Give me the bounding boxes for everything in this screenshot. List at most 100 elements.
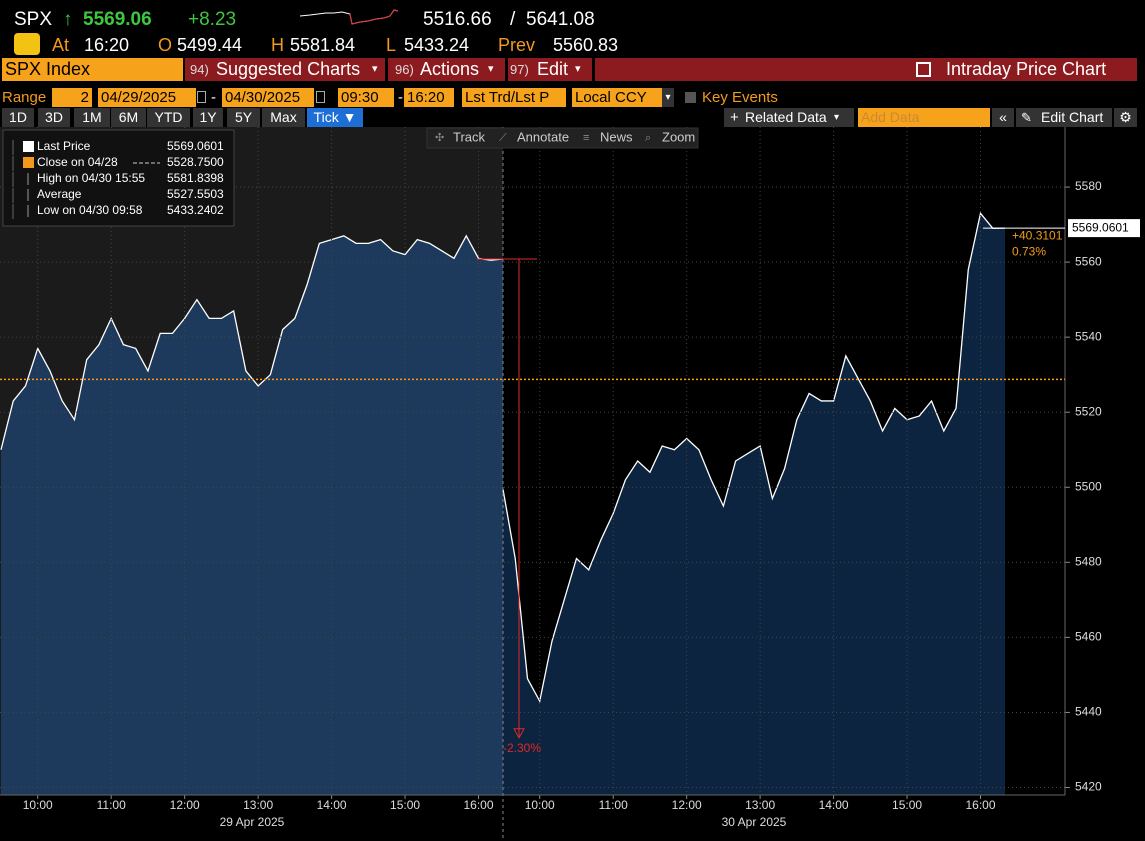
end-date[interactable]: 04/30/2025 [222,88,314,107]
menu-caret: ▾ [488,63,494,75]
menu-sep [592,58,595,81]
range-sep: / [510,9,516,30]
menu-sep [385,58,388,81]
x-tick-label: 15:00 [390,798,420,812]
period-button[interactable]: Tick ▼ [307,108,363,127]
menu-num[interactable]: 97) [510,62,529,77]
key-events[interactable]: Key Events [702,89,778,106]
time-dash: - [398,89,403,106]
change-label: +40.3101 [1012,228,1063,242]
related-bg [724,108,854,127]
cal-icon [197,91,206,103]
drop-arrowhead [513,728,525,739]
period-button[interactable]: YTD [147,108,190,127]
menu-caret: ▾ [575,63,581,75]
chart: 5420 5440 5460 5480 5500 5520 5540 5560 5580 10:0… [0,127,1140,841]
x-tick-label: 11:00 [97,798,126,812]
high-label: H [271,35,284,55]
up-arrow: ↑ [63,9,73,30]
range-low: 5516.66 [423,9,492,30]
menu-sep [505,58,508,81]
range-label: Range [2,89,47,106]
menu-item[interactable]: Actions [420,59,480,79]
start-time[interactable]: 09:30 [338,88,394,107]
legend-swatch [23,141,34,152]
last-price-box [1068,219,1140,238]
legend-box [2,129,235,227]
tool-icon: ✣ [435,132,444,144]
legend-label: Low on 04/30 09:58 [37,203,143,217]
y-tick-label: 5560 [1075,254,1102,268]
price-field[interactable]: Lst Trd/Lst P [462,88,566,107]
period-button[interactable]: 1D [2,108,34,127]
settings-button[interactable]: ⚙ [1114,108,1137,127]
x-tick-label: 13:00 [243,798,273,812]
menu-item[interactable]: Edit [537,59,569,79]
x-tick-label: 12:00 [672,798,702,812]
range-period[interactable]: 2 [52,88,92,107]
tool-button[interactable]: Track [453,129,486,144]
popout-icon [916,62,931,77]
tool-strip [426,127,699,149]
pencil-icon: ✎ [1021,110,1032,125]
legend-label: Last Price [37,139,91,153]
period-button[interactable]: 1Y [193,108,223,127]
collapse-button[interactable]: « [992,108,1014,127]
related-data[interactable]: Related Data [745,109,827,125]
last-price: 5569.06 [83,9,152,30]
y-tick-label: 5500 [1075,479,1102,493]
range-dash: - [211,89,216,106]
legend-value: 5581.8398 [167,171,224,185]
x-tick-label: 13:00 [745,798,775,812]
period-button[interactable]: 3D [38,108,70,127]
x-tick-label: 12:00 [170,798,200,812]
x-tick-label: 14:00 [317,798,347,812]
end-time[interactable]: 16:20 [404,88,454,107]
drop-label: -2.30% [503,741,541,755]
y-tick-label: 5420 [1075,780,1102,794]
menu-item[interactable]: Suggested Charts [216,59,361,79]
net-change: +8.23 [188,9,237,30]
period-button[interactable]: 1M [74,108,110,127]
tool-button[interactable]: News [600,129,633,144]
start-date[interactable]: 04/29/2025 [98,88,196,107]
checkbox [685,92,696,103]
y-tick-label: 5580 [1075,179,1102,193]
x-tick-label: 15:00 [892,798,922,812]
cal-icon [316,91,325,103]
tool-button[interactable]: Annotate [517,129,569,144]
tool-button[interactable]: Zoom [662,129,695,144]
legend-label: High on 04/30 15:55 [37,171,145,185]
high: 5581.84 [290,35,356,55]
security-box[interactable]: SPX Index [2,58,183,81]
menu-caret: ▾ [372,63,378,75]
y-tick-label: 5480 [1075,554,1102,568]
range-high: 5641.08 [526,9,595,30]
menu-title: Intraday Price Chart [946,59,1107,79]
x-tick-label: 16:00 [463,798,493,812]
sparkline [300,9,399,25]
low: 5433.24 [404,35,470,55]
add-data-input[interactable]: Add Data [858,108,990,127]
price-area [503,213,1005,795]
x-tick-label: 10:00 [525,798,555,812]
ticker: SPX [14,9,53,30]
period-button[interactable]: 6M [111,108,146,127]
menu-num[interactable]: 94) [190,62,209,77]
menu-num[interactable]: 96) [395,62,414,77]
edit-chart[interactable]: Edit Chart [1041,109,1104,125]
related-caret: ▾ [834,112,840,123]
at-time: 16:20 [84,35,130,55]
tool-icon: ⟋ [499,132,507,144]
currency[interactable]: Local CCY [572,88,662,107]
legend-value: 5528.7500 [167,155,224,169]
menu-bar [185,58,1137,81]
period-button[interactable]: 5Y [227,108,260,127]
y-tick-label: 5440 [1075,705,1102,719]
period-button[interactable]: Max [262,108,305,127]
y-tick-label: 5460 [1075,630,1102,644]
edit-bg [1016,108,1112,127]
legend-value: 5527.5503 [167,187,224,201]
legend-label: Close on 04/28 [37,155,118,169]
currency-caret[interactable]: ▾ [662,88,674,107]
